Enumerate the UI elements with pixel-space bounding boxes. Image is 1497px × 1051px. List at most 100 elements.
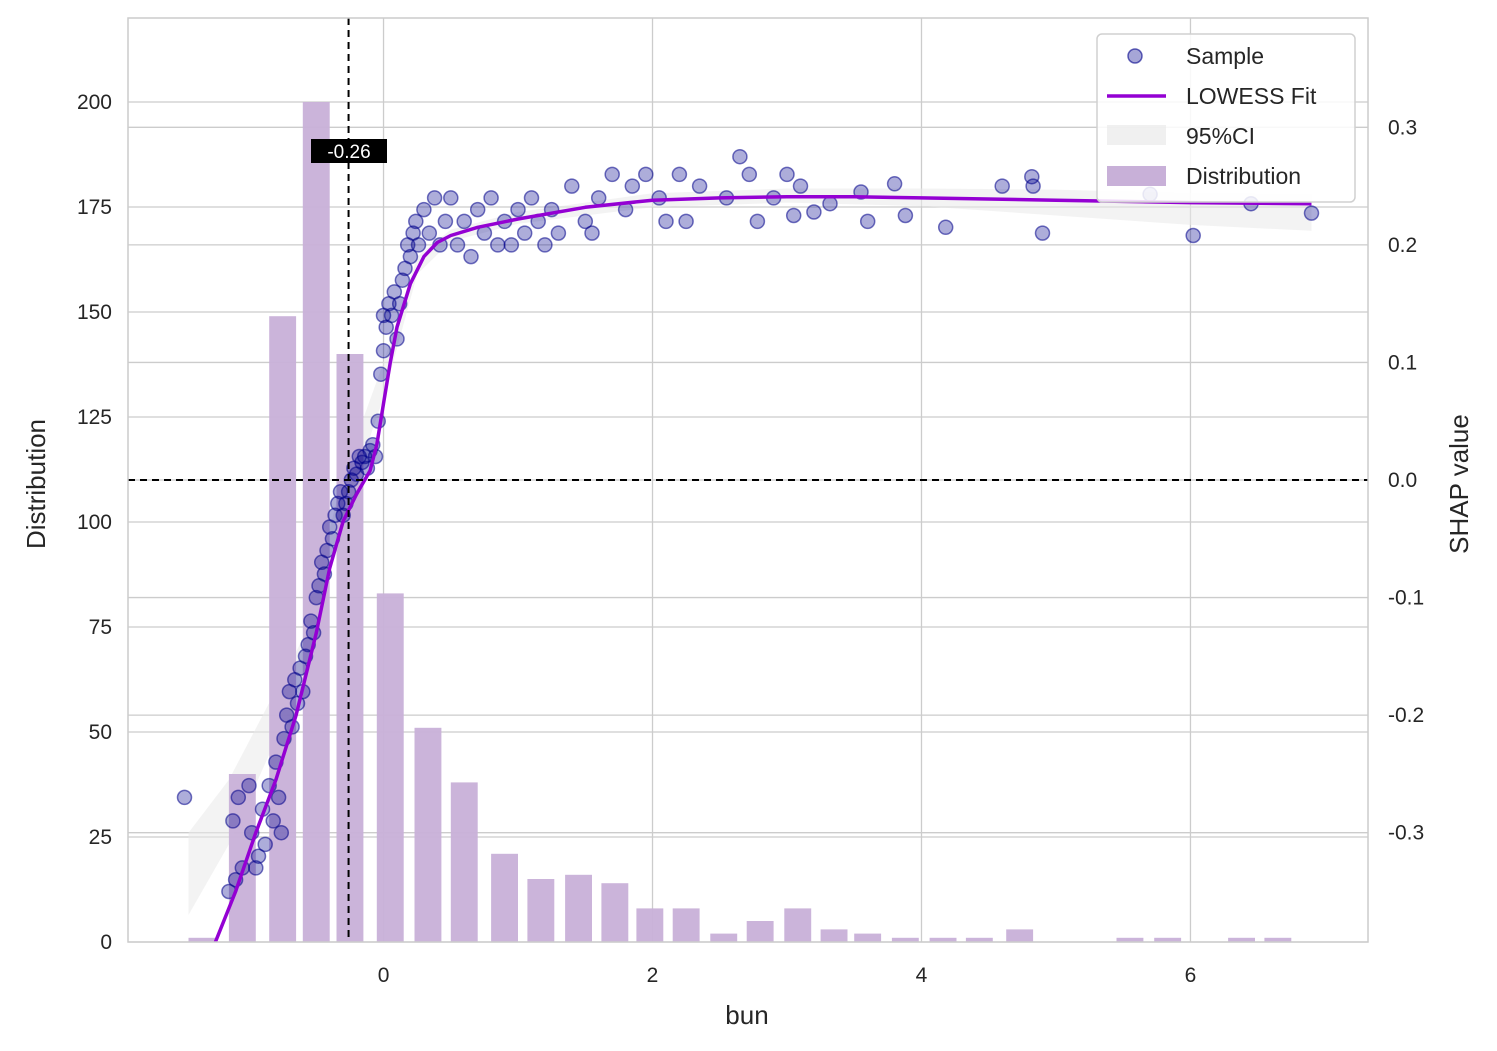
sample-point [230,789,247,806]
sample-point [516,225,533,241]
y-left-tick-label: 175 [77,196,112,219]
sample-point [749,213,766,230]
legend-sample-label: Sample [1186,43,1264,69]
sample-point [402,248,419,265]
sample-point [537,237,553,253]
threshold-label-box [311,139,387,163]
histogram-bar [820,929,848,942]
histogram-bar [269,316,297,942]
sample-point [691,178,708,194]
x-axis-label: bun [725,1000,768,1030]
sample-point [265,813,281,829]
histogram-bar [1006,929,1034,942]
histogram-bar [1228,937,1255,942]
sample-point [584,225,600,241]
legend-distribution-label: Distribution [1186,163,1301,189]
sample-point [886,176,903,192]
histogram-bar [672,908,700,942]
lowess-line [213,194,1312,943]
sample-point [651,190,667,206]
sample-point [671,166,688,183]
sample-point [327,507,343,524]
y-right-tick-label: 0.1 [1388,351,1417,374]
sample-point [225,813,241,829]
legend-sample-marker [1127,48,1143,64]
histogram-bar [784,908,812,942]
x-tick-labels: 0 2 4 6 [378,964,1197,987]
histogram-bar [710,933,738,942]
sample-point [469,201,486,218]
y-left-tick-label: 200 [77,91,112,114]
sample-point [241,777,257,794]
sample-point [859,213,876,230]
y-right-tick-label: 0.3 [1388,116,1417,139]
reference-lines [128,18,1368,942]
sample-point [443,190,459,206]
legend: Sample LOWESS Fit 95%CI Distribution [1096,33,1356,203]
y-left-tick-labels: 0 25 50 75 100 125 150 175 200 [77,91,112,954]
x-tick-label: 4 [916,964,928,987]
y-left-tick-label: 150 [77,301,112,324]
histogram-bar [965,937,993,942]
sample-point [248,860,264,876]
sample-point [937,219,954,236]
legend-ci-label: 95%CI [1186,123,1255,149]
sample-point [822,195,838,212]
sample-point [257,836,273,853]
histogram-bar [1264,937,1292,942]
legend-lowess-label: LOWESS Fit [1186,83,1317,109]
sample-point [785,207,802,224]
sample-point [270,789,287,806]
histogram-bar [450,782,478,942]
y-axis-right-label: SHAP value [1444,414,1474,554]
histogram-bar [188,937,216,942]
threshold-annotation: -0.26 [311,139,387,163]
sample-point [1185,227,1201,244]
sample-point [624,178,641,194]
histogram-bar [376,593,404,942]
sample-point [176,789,193,806]
sample-point [994,178,1010,194]
sample-point [564,178,580,194]
y-left-tick-label: 75 [89,616,112,639]
sample-point [779,166,795,183]
sample-point [638,166,654,183]
y-left-tick-label: 100 [77,511,112,534]
x-tick-label: 0 [378,964,390,987]
y-right-tick-labels: -0.3 -0.2 -0.1 0.0 0.1 0.2 0.3 [1388,116,1424,844]
x-tick-label: 6 [1185,964,1197,987]
sample-point [426,190,443,206]
sample-point [375,342,392,359]
sample-point [373,366,389,382]
histogram-bar [1116,937,1144,942]
y-right-tick-label: -0.1 [1388,587,1424,610]
sample-point [1303,205,1320,221]
lowess-layer [213,194,1312,943]
sample-point [678,213,694,230]
sample-point [383,307,400,324]
sample-point [523,190,540,206]
sample-point [897,207,914,224]
threshold-label: -0.26 [327,142,370,163]
sample-point [483,190,499,206]
legend-frame [1096,33,1356,203]
sample-point [1025,178,1041,194]
sample-point [550,225,567,241]
sample-point [503,237,520,253]
histogram-bar [527,879,555,942]
y-left-tick-label: 0 [100,931,112,954]
y-right-tick-label: -0.3 [1388,822,1424,845]
y-left-tick-label: 125 [77,406,112,429]
sample-point [463,248,479,265]
histogram-bar [491,853,518,942]
x-tick-label: 2 [647,964,659,987]
histogram-bar [854,933,882,942]
plot-frame [127,17,1369,943]
legend-distribution-marker [1107,166,1166,186]
histogram-bar [565,874,592,942]
sample-point [356,448,373,465]
histogram-bar [746,921,774,942]
legend-ci-marker [1107,125,1166,145]
histogram-bar [336,354,364,942]
sample-point [408,213,424,230]
